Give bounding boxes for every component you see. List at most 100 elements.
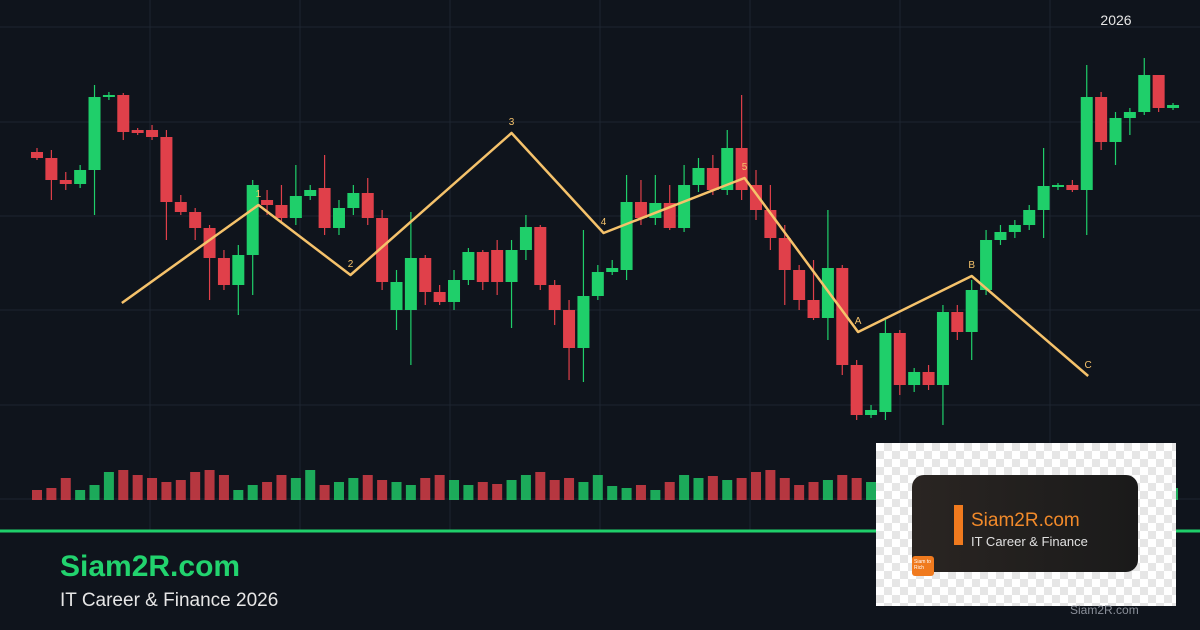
volume-bar — [391, 482, 402, 500]
candle-body — [275, 205, 288, 218]
volume-bar — [305, 470, 316, 500]
volume-bar — [779, 478, 790, 500]
candle-body — [505, 250, 518, 282]
volume-bar — [707, 476, 718, 500]
candle-body — [1037, 186, 1050, 210]
volume-bar — [851, 478, 862, 500]
logo-tagline: IT Career & Finance — [971, 534, 1088, 549]
candle-body — [965, 290, 978, 332]
candle-body — [1167, 105, 1180, 108]
volume-bar — [377, 480, 388, 500]
volume-bar — [434, 475, 445, 500]
candle-body — [304, 190, 317, 196]
candle-body — [980, 240, 993, 290]
candle-body — [102, 95, 115, 97]
candle-body — [146, 130, 159, 137]
candle-body — [936, 312, 949, 385]
volume-bar — [535, 472, 546, 500]
candle-body — [217, 258, 230, 285]
volume-bar — [592, 475, 603, 500]
volume-bar — [60, 478, 71, 500]
candle-body — [793, 270, 806, 300]
volume-bar — [621, 488, 632, 500]
volume-bar — [650, 490, 661, 500]
candle-body — [203, 228, 216, 258]
volume-bar — [492, 484, 503, 500]
volume-bar — [204, 470, 215, 500]
candle-body — [606, 268, 619, 272]
volume-bar — [808, 482, 819, 500]
volume-bar — [75, 490, 86, 500]
volume-bar — [607, 486, 618, 500]
logo-card — [912, 475, 1138, 572]
volume-bar — [405, 485, 416, 500]
candle-body — [174, 202, 187, 212]
candle-body — [807, 300, 820, 318]
candle-body — [361, 193, 374, 218]
volume-bar — [333, 482, 344, 500]
candle-body — [131, 130, 144, 133]
candle-body — [836, 268, 849, 365]
logo-badge: Siam to Rich — [912, 556, 934, 576]
volume-bar — [664, 482, 675, 500]
volume-bar — [89, 485, 100, 500]
volume-bar — [218, 475, 229, 500]
volume-bar — [822, 480, 833, 500]
volume-bar — [348, 478, 359, 500]
volume-bar — [175, 480, 186, 500]
candle-body — [1051, 185, 1064, 187]
candle-body — [376, 218, 389, 282]
volume-bar — [319, 485, 330, 500]
volume-bar — [262, 482, 273, 500]
candle-body — [548, 285, 561, 310]
candle-body — [879, 333, 892, 412]
candle-body — [634, 202, 647, 218]
candle-body — [577, 296, 590, 348]
year-label: 2026 — [1100, 12, 1131, 28]
candle-body — [922, 372, 935, 385]
volume-bar — [736, 478, 747, 500]
candle-body — [706, 168, 719, 190]
candle-body — [678, 185, 691, 228]
candle-body — [1066, 185, 1079, 190]
candle-body — [778, 238, 791, 270]
candle-body — [189, 212, 202, 228]
volume-bar — [449, 480, 460, 500]
volume-bar — [506, 480, 517, 500]
wave-label: B — [968, 260, 975, 271]
candle-body — [117, 95, 130, 132]
volume-bar — [520, 475, 531, 500]
candle-body — [1008, 225, 1021, 232]
candle-body — [519, 227, 532, 250]
volume-bar — [477, 482, 488, 500]
volume-bar — [578, 482, 589, 500]
volume-bar — [46, 488, 57, 500]
volume-bar — [549, 480, 560, 500]
wave-label: 2 — [348, 259, 354, 270]
candle-body — [1138, 75, 1151, 112]
candle-body — [160, 137, 173, 202]
volume-bar — [362, 475, 373, 500]
candle-body — [59, 180, 72, 184]
volume-bar — [693, 478, 704, 500]
volume-bar — [290, 478, 301, 500]
volume-bar — [722, 480, 733, 500]
candle-body — [1109, 118, 1122, 142]
candle-body — [347, 193, 360, 208]
volume-bar — [837, 475, 848, 500]
candle-body — [721, 148, 734, 190]
volume-bar — [32, 490, 42, 500]
watermark: Siam2R.com — [1070, 603, 1139, 617]
candle-body — [390, 282, 403, 310]
candle-body — [951, 312, 964, 332]
logo-brand: Siam2R.com — [971, 510, 1080, 531]
volume-bar — [765, 470, 776, 500]
candle-body — [1123, 112, 1136, 118]
volume-bar — [276, 475, 287, 500]
candle-body — [1080, 97, 1093, 190]
wave-line — [121, 131, 1089, 377]
candle-body — [534, 227, 547, 285]
candle-body — [45, 158, 58, 180]
footer-tagline: IT Career & Finance 2026 — [60, 590, 279, 611]
